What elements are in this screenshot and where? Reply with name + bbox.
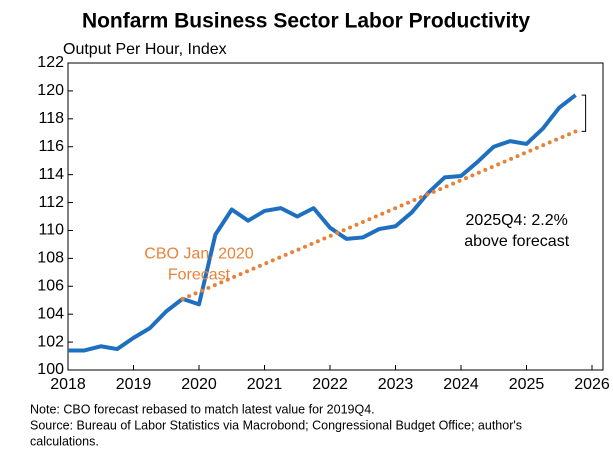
x-tick-label: 2023 bbox=[378, 376, 414, 393]
y-tick-label: 120 bbox=[37, 82, 64, 99]
data-line bbox=[68, 93, 577, 353]
x-tick-label: 2020 bbox=[181, 376, 217, 393]
annotation: above forecast bbox=[464, 233, 570, 250]
note: Source: Bureau of Labor Statistics via M… bbox=[30, 418, 522, 432]
x-tick-label: 2021 bbox=[247, 376, 283, 393]
y-tick-label: 116 bbox=[38, 138, 64, 155]
chart-title: Nonfarm Business Sector Labor Productivi… bbox=[82, 10, 530, 33]
y-tick-label: 108 bbox=[37, 250, 64, 267]
x-tick-label: 2022 bbox=[312, 376, 348, 393]
note: Note: CBO forecast rebased to match late… bbox=[30, 402, 375, 416]
y-tick-label: 104 bbox=[37, 305, 64, 322]
chart-subtitle: Output Per Hour, Index bbox=[63, 41, 227, 58]
annotation: Forecast bbox=[168, 266, 231, 283]
y-tick-label: 102 bbox=[37, 333, 64, 350]
plot-frame bbox=[67, 62, 604, 371]
y-tick-label: 112 bbox=[38, 194, 64, 211]
y-tick-label: 100 bbox=[37, 361, 64, 378]
y-tick-label: 122 bbox=[37, 54, 64, 71]
y-tick-label: 110 bbox=[38, 222, 64, 239]
annotation: CBO Jan. 2020 bbox=[144, 245, 254, 262]
annotation: 2025Q4: 2.2% bbox=[466, 212, 568, 229]
note: calculations. bbox=[30, 434, 99, 448]
y-tick-label: 114 bbox=[38, 166, 64, 183]
x-tick-label: 2019 bbox=[116, 376, 152, 393]
gap-bracket bbox=[581, 94, 587, 132]
x-tick-label: 2024 bbox=[443, 376, 479, 393]
y-tick-label: 118 bbox=[38, 110, 64, 127]
y-tick-label: 106 bbox=[37, 277, 64, 294]
x-tick-label: 2026 bbox=[574, 376, 610, 393]
x-tick-label: 2025 bbox=[509, 376, 545, 393]
x-tick-label: 2018 bbox=[50, 376, 86, 393]
forecast-line bbox=[180, 129, 578, 301]
